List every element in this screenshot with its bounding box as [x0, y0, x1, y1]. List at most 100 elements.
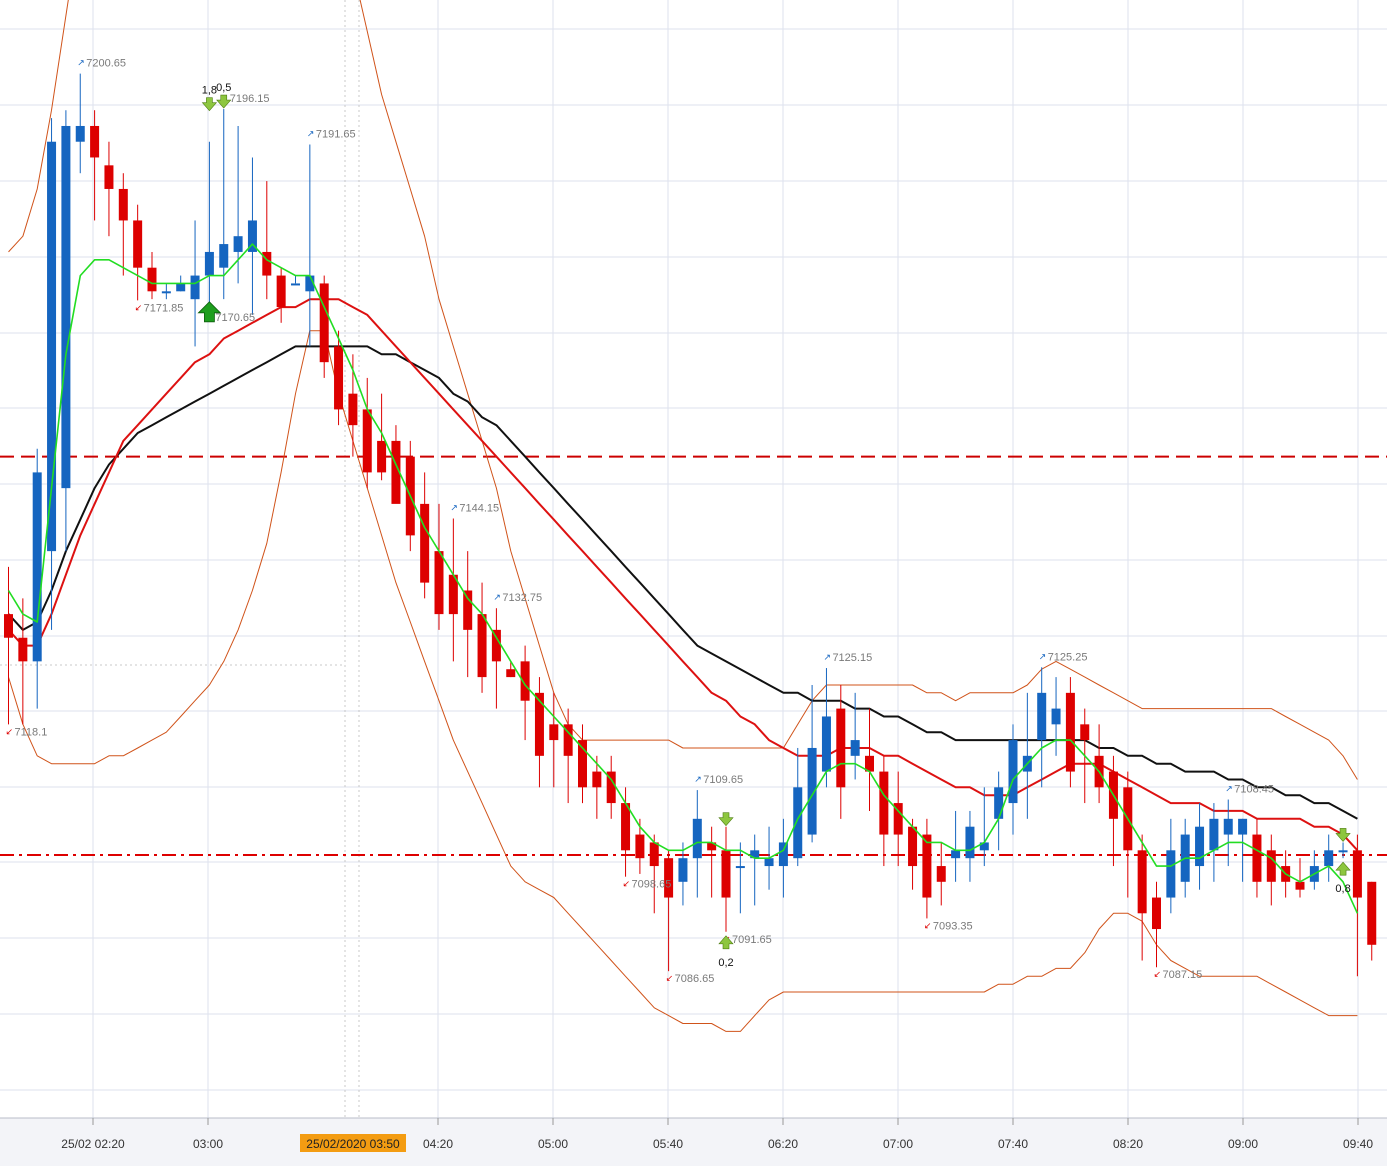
candle-body: [1065, 692, 1075, 772]
candle-body: [233, 236, 243, 252]
candle: [520, 645, 530, 741]
price-label: 7118.1: [15, 726, 48, 738]
candle-body: [1238, 818, 1248, 835]
marker-arrow: ↗: [1225, 784, 1233, 794]
candle: [204, 141, 214, 310]
candle: [491, 608, 501, 709]
candle: [4, 566, 13, 725]
candle-body: [32, 472, 42, 662]
candle: [61, 110, 71, 552]
down-arrow-icon: [718, 812, 734, 827]
candle-body: [190, 275, 200, 300]
candle-body: [204, 251, 214, 276]
low-marker: ↙ 7118.1: [6, 726, 48, 738]
candle: [75, 73, 85, 174]
candle-body: [893, 803, 903, 835]
ema-red-line: [7, 298, 1359, 851]
candle-body: [161, 291, 171, 294]
high-marker: ↗ 7125.25: [1039, 651, 1088, 663]
marker-arrow: ↙: [623, 879, 631, 889]
price-label: 7191.65: [316, 128, 356, 140]
candle-body: [319, 283, 329, 363]
price-label: 7171.85: [144, 302, 184, 314]
marker-arrow: ↙: [135, 302, 143, 312]
candle: [1367, 881, 1377, 961]
candle-body: [1152, 897, 1161, 930]
candle: [735, 842, 745, 914]
candle-body: [979, 842, 989, 851]
grid-lines: [0, 0, 1387, 1118]
bollinger-lower-line: [8, 330, 1358, 1032]
candle: [534, 677, 544, 788]
candle: [606, 755, 616, 819]
candle-body: [477, 614, 487, 678]
ema-black-line: [7, 345, 1358, 820]
candle-body: [764, 858, 774, 867]
marker-arrow: ↗: [307, 128, 315, 138]
candle: [391, 425, 401, 504]
crosshair-label-box: [300, 1134, 406, 1152]
candle-body: [621, 803, 631, 851]
candle-body: [664, 858, 674, 898]
crosshair-label-text: 25/02/2020 03:50: [306, 1137, 400, 1151]
candle: [692, 790, 702, 898]
candle-body: [147, 267, 157, 292]
low-marker: ↙ 7171.85: [135, 302, 184, 314]
ema-green-line: [7, 243, 1359, 914]
high-marker: ↗ 7125.15: [823, 652, 872, 664]
high-marker: ↗ 7109.65: [694, 774, 743, 786]
price-label: 7091.65: [732, 934, 772, 946]
marker-arrow: ↗: [694, 774, 702, 784]
candle-body: [821, 716, 831, 772]
candle: [334, 330, 344, 426]
candle: [104, 141, 114, 237]
price-label: 7170.65: [215, 312, 255, 324]
candle-body: [1080, 724, 1090, 741]
price-label: 7109.65: [703, 774, 743, 786]
candle: [118, 173, 128, 276]
candle-body: [1295, 881, 1305, 890]
candle: [18, 598, 28, 725]
candle-body: [448, 574, 458, 615]
candle: [1123, 771, 1133, 898]
candle-body: [1166, 850, 1176, 898]
candle: [1223, 799, 1233, 867]
candle: [434, 503, 444, 630]
candle: [1152, 881, 1161, 968]
candle-body: [750, 850, 760, 859]
down-arrow-icon: [216, 94, 232, 109]
candle-body: [549, 724, 559, 741]
candle: [161, 283, 171, 300]
axis-tick-label: 25/02 02:20: [61, 1137, 125, 1151]
x-axis: 25/02 02:20 03:00 04:20 05:00 05:40 06:20 07:0…: [0, 1117, 1387, 1151]
axis-tick-label: 09:40: [1343, 1137, 1373, 1151]
axis-tick-label: 06:20: [768, 1137, 798, 1151]
candle-body: [635, 834, 645, 859]
candle-body: [678, 858, 688, 882]
candle-body: [1209, 818, 1219, 851]
candle-body: [578, 740, 587, 788]
candle-body: [377, 440, 387, 473]
candle-body: [951, 850, 961, 859]
candle-body: [420, 503, 430, 583]
candle: [319, 275, 329, 378]
candle-body: [291, 283, 300, 286]
candle: [1022, 692, 1032, 819]
candle-body: [90, 125, 100, 158]
high-marker: ↗ 7200.65: [77, 58, 126, 70]
candle-body: [1252, 834, 1262, 882]
candle-body: [1266, 850, 1276, 882]
candle: [47, 118, 57, 630]
bollinger-upper-line: [8, 0, 1358, 780]
candle-body: [506, 669, 516, 678]
candle: [922, 818, 932, 919]
candle: [678, 842, 688, 906]
price-label: 7132.75: [502, 592, 542, 604]
candle: [1295, 858, 1305, 898]
price-label: 7200.65: [86, 58, 126, 70]
candle: [578, 724, 587, 804]
candle: [1309, 850, 1319, 890]
candle-body: [1223, 818, 1233, 835]
candle-body: [778, 842, 788, 867]
